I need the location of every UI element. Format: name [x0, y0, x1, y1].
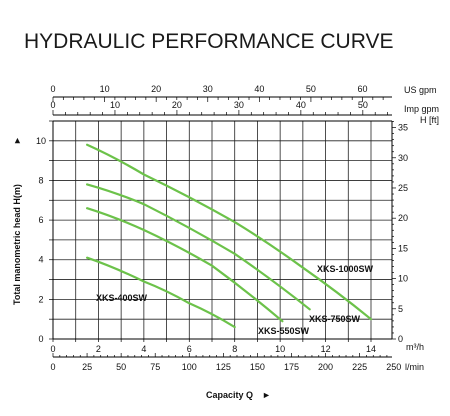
y-axis-label-group: Total manometric head H(m) ► [12, 136, 22, 305]
lmin-tick-label: 150 [250, 362, 265, 372]
series-label-xks-550sw: XKS-550SW [258, 326, 310, 336]
usgpm-tick-label: 30 [203, 84, 213, 94]
y-axis-arrow: ► [12, 136, 22, 145]
head-ft-tick-label: 30 [398, 153, 408, 163]
lmin-tick-label: 50 [116, 362, 126, 372]
usgpm-tick-label: 0 [50, 84, 55, 94]
lmin-tick-label: 25 [82, 362, 92, 372]
head-m-tick-label: 4 [38, 255, 43, 265]
head-m-tick-label: 6 [38, 215, 43, 225]
grid [52, 120, 392, 340]
lmin-tick-label: 0 [50, 362, 55, 372]
usgpm-tick-label: 20 [151, 84, 161, 94]
impgpm-unit: Imp gpm [404, 104, 439, 114]
x-axis-arrow: ► [262, 390, 271, 400]
series-line-xks-550sw [86, 207, 284, 323]
head-m-tick-label: 0 [38, 334, 43, 344]
impgpm-tick-label: 30 [234, 100, 244, 110]
lmin-tick-label: 125 [216, 362, 231, 372]
m3h-tick-label: 0 [50, 344, 55, 354]
y-axis-label: Total manometric head H(m) [12, 184, 22, 305]
impgpm-tick-label: 20 [172, 100, 182, 110]
lmin-tick-label: 75 [150, 362, 160, 372]
usgpm-tick-label: 10 [100, 84, 110, 94]
lmin-tick-label: 175 [284, 362, 299, 372]
m3h-tick-label: 8 [232, 344, 237, 354]
lmin-tick-label: 225 [352, 362, 367, 372]
impgpm-tick-label: 50 [358, 100, 368, 110]
ft-unit: H [ft] [420, 115, 439, 125]
head-ft-tick-label: 5 [398, 304, 403, 314]
usgpm-unit: US gpm [404, 85, 437, 95]
head-ft-tick-label: 35 [398, 123, 408, 133]
impgpm-tick-label: 0 [50, 100, 55, 110]
lmin-tick-label: 250 [386, 362, 401, 372]
series-label-xks-750sw: XKS-750SW [309, 314, 361, 324]
lmin-tick-label: 100 [182, 362, 197, 372]
head-ft-tick-label: 20 [398, 213, 408, 223]
tick-labels: 0 10 20 30 40 50 600 10 20 30 40 500 2 4 6 8 10 12 140 25 50… [36, 84, 408, 372]
head-m-tick-label: 2 [38, 294, 43, 304]
head-ft-tick-label: 25 [398, 183, 408, 193]
m3h-tick-label: 2 [96, 344, 101, 354]
m3h-tick-label: 10 [275, 344, 285, 354]
m3h-tick-label: 6 [187, 344, 192, 354]
series-line-xks-750sw [86, 183, 311, 311]
axes [49, 96, 396, 358]
usgpm-tick-label: 60 [357, 84, 367, 94]
head-ft-tick-label: 15 [398, 243, 408, 253]
m3h-unit: m³/h [406, 342, 424, 352]
series-layer: XKS-400SW XKS-550SW XKS-750SW XKS-1000SW [86, 143, 374, 336]
impgpm-tick-label: 10 [110, 100, 120, 110]
chart-title: HYDRAULIC PERFORMANCE CURVE [24, 30, 394, 53]
m3h-tick-label: 4 [141, 344, 146, 354]
series-label-xks-1000sw: XKS-1000SW [317, 264, 374, 274]
head-m-tick-label: 8 [38, 175, 43, 185]
impgpm-tick-label: 40 [296, 100, 306, 110]
head-ft-tick-label: 0 [398, 334, 403, 344]
x-axis-label: Capacity Q [206, 390, 253, 400]
lmin-unit: l/min [405, 362, 424, 372]
series-line-xks-1000sw [86, 143, 373, 321]
lmin-tick-label: 200 [318, 362, 333, 372]
head-m-tick-label: 10 [36, 136, 46, 146]
series-line-xks-400sw [86, 256, 236, 329]
m3h-tick-label: 14 [366, 344, 376, 354]
head-ft-tick-label: 10 [398, 274, 408, 284]
usgpm-tick-label: 40 [254, 84, 264, 94]
series-label-xks-400sw: XKS-400SW [96, 293, 148, 303]
usgpm-tick-label: 50 [306, 84, 316, 94]
m3h-tick-label: 12 [321, 344, 331, 354]
